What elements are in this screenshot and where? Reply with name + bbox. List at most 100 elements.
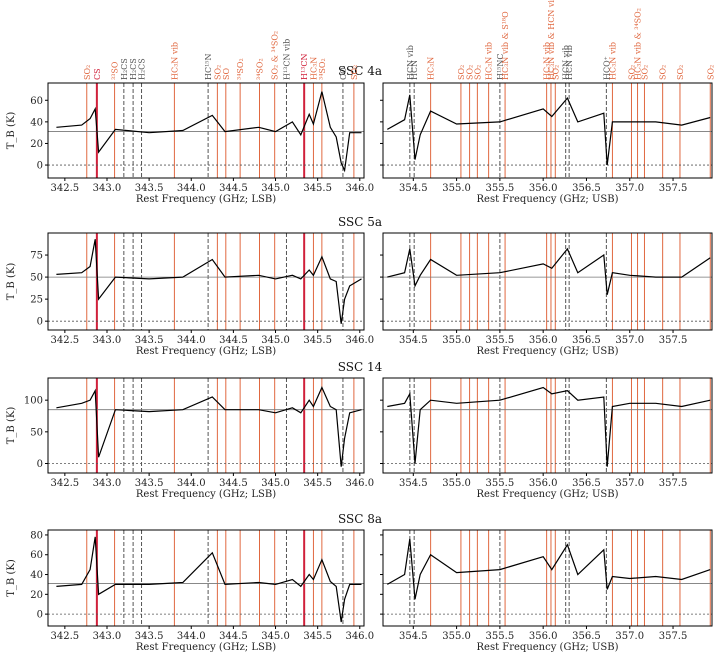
line-label: HC₃N vib & HCN vib xyxy=(547,0,556,80)
line-label: CS xyxy=(93,68,102,80)
x-tick-label: 345.0 xyxy=(261,183,290,194)
spectrum-trace xyxy=(387,538,711,600)
x-tick-label: 343.5 xyxy=(135,335,164,346)
x-tick-label: 357.0 xyxy=(615,335,644,346)
x-tick-label: 346.0 xyxy=(345,478,374,489)
x-axis-label: Rest Frequency (GHz; USB) xyxy=(477,489,619,500)
x-tick-label: 346.0 xyxy=(345,183,374,194)
axes-frame xyxy=(382,82,713,179)
x-tick-label: 356.5 xyxy=(572,631,601,642)
line-label: SO₂ xyxy=(659,65,668,80)
y-tick-label: 40 xyxy=(30,570,43,581)
y-tick-label: 0 xyxy=(37,459,43,470)
x-tick-label: 355.0 xyxy=(442,183,471,194)
line-label: SO₂ xyxy=(83,65,92,80)
line-label: H¹³CN vib xyxy=(282,39,291,80)
y-tick-label: 0 xyxy=(37,317,43,328)
line-label: HC₃N xyxy=(309,57,318,80)
y-tick-label: 75 xyxy=(30,251,43,262)
axes-frame xyxy=(382,232,713,331)
line-label: HC₃N vib xyxy=(485,42,494,80)
x-tick-label: 343.5 xyxy=(135,183,164,194)
line-label: HCN xyxy=(410,60,419,80)
line-label: CO xyxy=(339,67,348,80)
x-tick-label: 343.0 xyxy=(93,335,122,346)
x-axis-label: Rest Frequency (GHz; USB) xyxy=(477,346,619,357)
x-axis-label: Rest Frequency (GHz; LSB) xyxy=(136,346,276,357)
x-tick-label: 354.5 xyxy=(399,631,428,642)
y-tick-label: 60 xyxy=(30,96,43,107)
panel-lsb: 342.5 343.0 343.5 344.0 344.5 345.0 345.5 346.0… xyxy=(24,377,374,500)
x-tick-label: 345.0 xyxy=(261,335,290,346)
y-tick-label: 60 xyxy=(30,550,43,561)
x-tick-label: 344.5 xyxy=(219,631,248,642)
x-tick-label: 357.5 xyxy=(659,183,688,194)
line-label: HC₃N vib & ³⁴SO₂ xyxy=(634,8,643,80)
x-tick-label: 342.5 xyxy=(51,478,80,489)
x-tick-label: 357.0 xyxy=(615,631,644,642)
axes-frame xyxy=(47,82,365,179)
spectrum-trace xyxy=(387,247,711,295)
y-axis-label: T_B (K) xyxy=(6,263,17,301)
x-axis-label: Rest Frequency (GHz; USB) xyxy=(477,194,619,205)
spectrum-trace xyxy=(387,386,711,467)
x-axis-label: Rest Frequency (GHz; LSB) xyxy=(136,194,276,205)
x-tick-label: 356.0 xyxy=(529,183,558,194)
panel-lsb: 342.5 343.0 343.5 344.0 344.5 345.0 345.5 346.0… xyxy=(30,232,374,357)
x-tick-label: 357.0 xyxy=(615,478,644,489)
x-tick-label: 342.5 xyxy=(51,631,80,642)
spectrum-trace xyxy=(56,536,362,623)
axes-frame xyxy=(47,377,365,474)
spectrum-trace xyxy=(56,386,362,467)
panel-usb: 354.5 355.0 355.5 356.0 356.5 357.0 357.5 Rest … xyxy=(380,529,713,653)
spectrum-trace xyxy=(56,91,362,173)
line-label: SO₂ xyxy=(551,65,560,80)
spectrum-trace xyxy=(387,94,711,166)
x-tick-label: 355.5 xyxy=(486,335,515,346)
line-label: HCO⁺ xyxy=(602,56,611,80)
x-tick-label: 345.0 xyxy=(261,478,290,489)
line-label: ³⁴SO₂ xyxy=(256,58,265,80)
y-tick-label: 0 xyxy=(37,161,43,172)
x-tick-label: 354.5 xyxy=(399,478,428,489)
x-tick-label: 343.0 xyxy=(93,631,122,642)
panel-usb: 354.5 355.0 355.5 356.0 356.5 357.0 357.5 Rest … xyxy=(380,232,713,357)
x-tick-label: 345.0 xyxy=(261,631,290,642)
line-label: HCN vib xyxy=(406,45,415,80)
x-axis-label: Rest Frequency (GHz; LSB) xyxy=(136,642,276,652)
y-axis-label: T_B (K) xyxy=(6,112,17,150)
line-label: HC¹⁵N xyxy=(204,53,213,80)
line-label: SO₂ xyxy=(466,65,475,80)
axes-frame xyxy=(382,529,713,627)
line-label: SO₂ xyxy=(676,65,685,80)
panel-lsb: 342.5 343.0 343.5 344.0 344.5 345.0 345.5 346.0… xyxy=(30,529,374,653)
x-tick-label: 344.0 xyxy=(177,631,206,642)
x-tick-label: 344.5 xyxy=(219,183,248,194)
x-tick-label: 354.5 xyxy=(399,183,428,194)
line-label: HC₃N xyxy=(427,57,436,80)
x-tick-label: 344.5 xyxy=(219,335,248,346)
x-tick-label: 343.5 xyxy=(135,478,164,489)
y-tick-label: 50 xyxy=(30,273,43,284)
y-tick-label: 20 xyxy=(30,139,43,150)
x-tick-label: 356.5 xyxy=(572,478,601,489)
y-tick-label: 20 xyxy=(30,590,43,601)
x-axis-label: Rest Frequency (GHz; USB) xyxy=(477,642,619,652)
line-label: H¹⁵NC xyxy=(496,53,505,80)
y-tick-label: 40 xyxy=(30,117,43,128)
line-label: ³³SO xyxy=(111,61,120,80)
x-tick-label: 346.0 xyxy=(345,335,374,346)
y-tick-label: 100 xyxy=(24,396,43,407)
axes-frame xyxy=(47,529,365,627)
line-label: HC₃N vib xyxy=(608,42,617,80)
x-tick-label: 344.0 xyxy=(177,335,206,346)
axes-frame xyxy=(47,232,365,331)
x-tick-label: 357.5 xyxy=(659,478,688,489)
line-label: HC₃N vib xyxy=(170,42,179,80)
y-axis-label: T_B (K) xyxy=(6,559,17,597)
x-tick-label: 356.0 xyxy=(529,478,558,489)
x-tick-label: 354.5 xyxy=(399,335,428,346)
line-label: SO₂ xyxy=(627,65,636,80)
x-tick-label: 356.5 xyxy=(572,183,601,194)
